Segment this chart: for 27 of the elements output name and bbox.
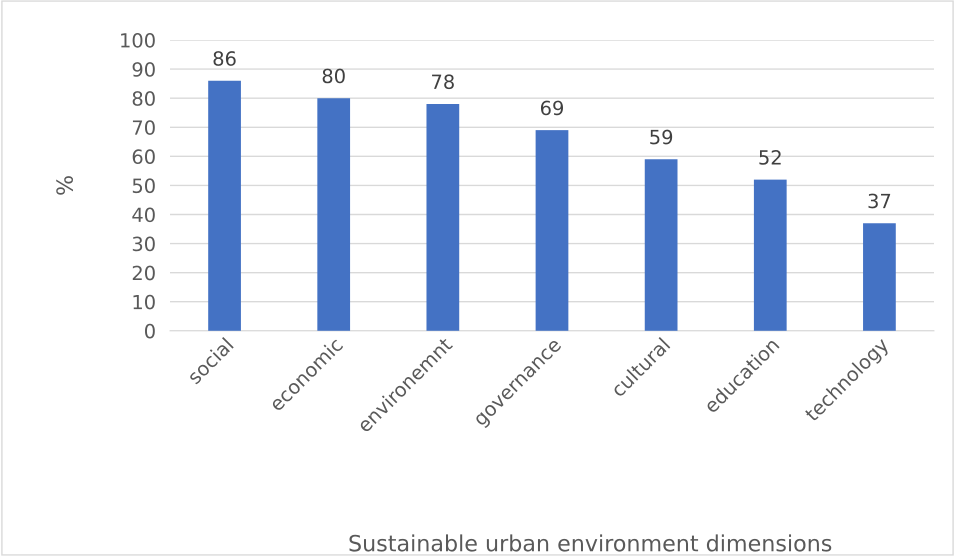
data-label: 69 (540, 100, 563, 116)
y-tick-label: 30 (132, 236, 155, 252)
bar (208, 80, 241, 331)
y-tick-label: 80 (132, 91, 155, 106)
bar (536, 130, 568, 331)
data-label: 86 (214, 51, 236, 66)
bar (754, 180, 787, 331)
y-tick-label: 0 (145, 324, 155, 338)
y-tick-label: 90 (132, 62, 155, 77)
y-tick-label: 60 (132, 149, 155, 164)
bar (644, 159, 678, 331)
data-label: 37 (868, 194, 890, 208)
y-axis-title: % (56, 176, 74, 195)
bar (317, 98, 350, 331)
x-axis-title: Sustainable urban environment dimensions (349, 534, 832, 552)
y-tick-label: 10 (133, 294, 155, 310)
data-label: 52 (759, 150, 781, 165)
data-label: 59 (650, 130, 672, 144)
y-tick-label: 20 (132, 266, 155, 280)
bar (863, 223, 896, 331)
y-tick-label: 50 (132, 178, 155, 194)
y-tick-label: 100 (121, 32, 155, 48)
data-label: 78 (432, 74, 454, 90)
bar (426, 104, 460, 331)
y-tick-label: 40 (132, 207, 155, 222)
data-label: 80 (322, 68, 345, 84)
y-tick-label: 70 (132, 120, 155, 135)
